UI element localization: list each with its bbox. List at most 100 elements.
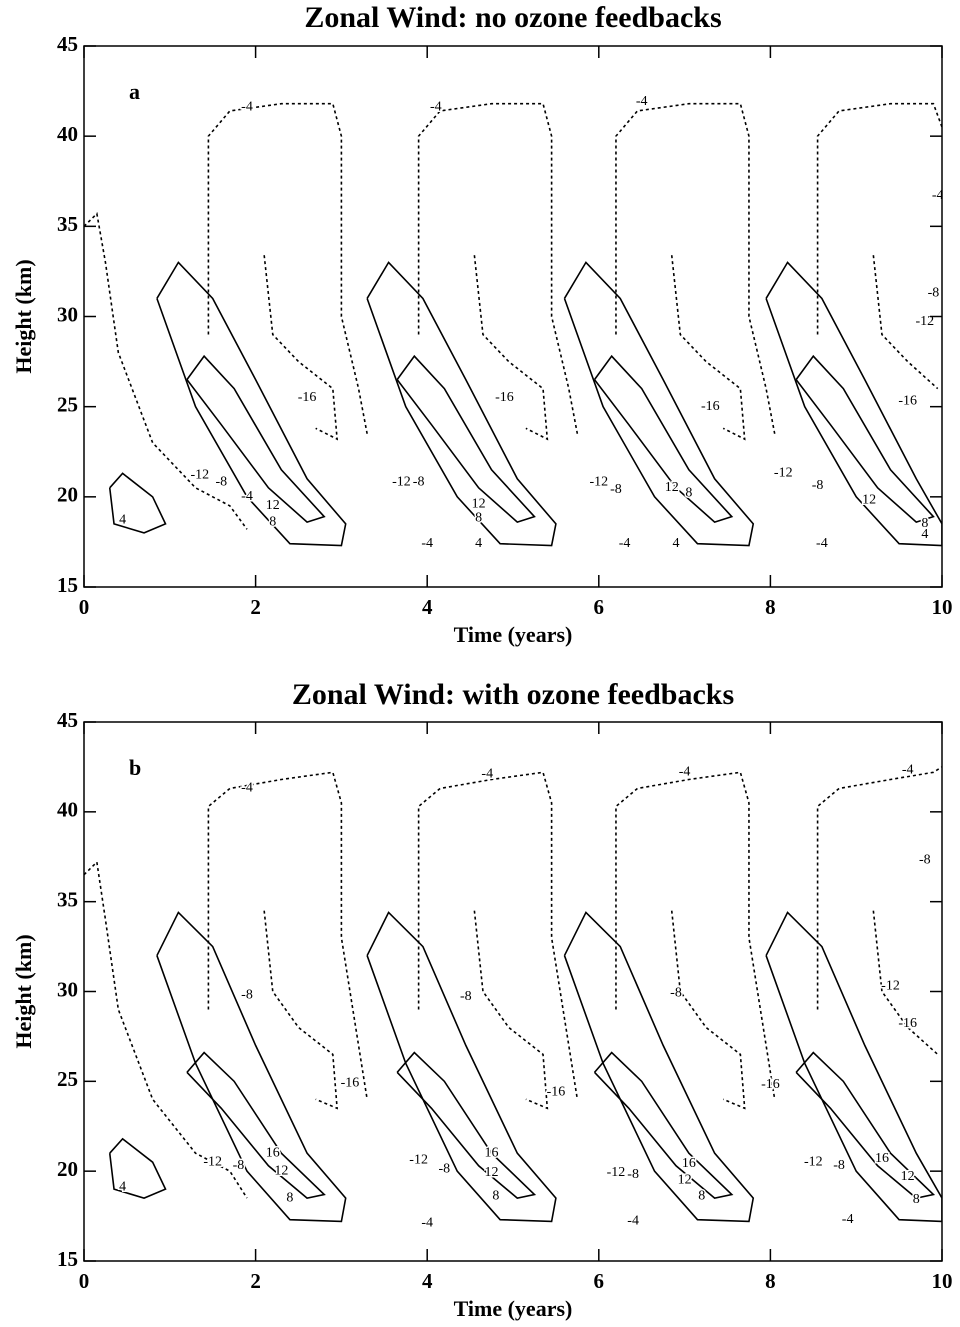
x-tick-label: 6 — [594, 1269, 605, 1293]
contour-label: -16 — [898, 393, 917, 408]
plot-frame — [83, 45, 943, 588]
contour-line — [816, 766, 942, 1010]
contour-line — [156, 911, 347, 1223]
contour-label: -4 — [481, 766, 493, 781]
contour-label: -8 — [627, 1167, 639, 1182]
x-axis-label: Time (years) — [454, 622, 573, 647]
contour-label: 8 — [921, 516, 928, 531]
contour-line — [156, 261, 347, 547]
contour-label: 12 — [472, 496, 486, 511]
contour-line — [207, 771, 368, 1100]
contour-line — [186, 1051, 326, 1199]
x-tick-label: 0 — [79, 1269, 90, 1293]
contour-label: -4 — [842, 1212, 854, 1227]
chart-title: Zonal Wind: with ozone feedbacks — [292, 678, 734, 711]
contour-label: 12 — [901, 1169, 915, 1184]
contour-line — [396, 354, 536, 523]
contour-line — [84, 212, 248, 530]
contour-label: 16 — [485, 1145, 499, 1160]
contour-line — [417, 771, 579, 1100]
x-tick-label: 4 — [422, 595, 433, 619]
x-tick-label: 0 — [79, 595, 90, 619]
contour-label: -8 — [413, 475, 425, 490]
contour-line — [765, 911, 942, 1223]
y-axis-label: Height (km) — [11, 259, 36, 373]
x-axis-label: Time (years) — [454, 1296, 573, 1321]
y-tick-label: 35 — [57, 212, 78, 236]
contour-label: -8 — [233, 1158, 245, 1173]
contour-label: 12 — [485, 1165, 499, 1180]
contour-label: -4 — [902, 763, 914, 778]
contour-line — [615, 102, 776, 434]
contour-label: -4 — [241, 489, 253, 504]
contour-label: -4 — [241, 100, 253, 115]
contour-label: -12 — [409, 1153, 428, 1168]
contour-label: 12 — [665, 480, 679, 495]
contour-line — [84, 860, 248, 1199]
contour-label: -16 — [898, 1016, 917, 1031]
y-tick-label: 15 — [57, 573, 78, 597]
contour-label: -12 — [881, 978, 900, 993]
contour-line — [795, 1051, 936, 1199]
x-tick-label: 8 — [765, 1269, 776, 1293]
y-tick-label: 25 — [57, 392, 78, 416]
contours: 4 -4 -4 -4 -4 -8 -8 -8 -8 -16 -16 -16 -16 -12 -12 -12 -1… — [84, 761, 942, 1232]
y-tick-label: 15 — [57, 1247, 78, 1271]
contour-line — [366, 261, 557, 547]
panel: Zonal Wind: no ozone feedbacks Time (year… — [11, 1, 952, 647]
contour-label: -8 — [833, 1158, 845, 1173]
panel-label: b — [129, 755, 141, 780]
contour-label: -8 — [460, 989, 472, 1004]
contour-line — [593, 1051, 734, 1199]
contours: 4-4 -4 -4-4-8-12-16 -16-16 -16-12 -8-4128-12-… — [84, 93, 944, 552]
contour-label: -4 — [430, 100, 442, 115]
y-tick-label: 30 — [57, 977, 78, 1001]
panel-label: a — [129, 79, 140, 104]
contour-label: 16 — [875, 1151, 889, 1166]
contour-label: -4 — [932, 188, 944, 203]
x-tick-label: 2 — [250, 595, 261, 619]
contour-label: -12 — [589, 475, 608, 490]
contour-label: 8 — [286, 1190, 293, 1205]
contour-label: -8 — [439, 1162, 451, 1177]
y-tick-label: 35 — [57, 887, 78, 911]
contour-label: -8 — [241, 987, 253, 1002]
x-tick-label: 6 — [594, 595, 605, 619]
contour-label: -8 — [610, 482, 622, 497]
contour-label: -8 — [215, 475, 227, 490]
contour-line — [396, 1051, 537, 1199]
y-tick-label: 40 — [57, 122, 78, 146]
contour-line — [670, 910, 746, 1110]
contour-label: -12 — [774, 466, 793, 481]
contour-label: -4 — [636, 94, 648, 109]
contour-label: -16 — [761, 1077, 780, 1092]
contour-label: -8 — [928, 285, 940, 300]
contour-line — [593, 354, 734, 523]
contour-line — [417, 102, 579, 434]
contour-line — [872, 910, 939, 1055]
contour-label: 16 — [266, 1145, 280, 1160]
x-tick-label: 10 — [932, 595, 953, 619]
contour-line — [207, 102, 368, 434]
contour-label: 12 — [266, 498, 280, 513]
contour-label: -4 — [241, 781, 253, 796]
contour-label: 4 — [119, 1180, 126, 1195]
contour-label: 12 — [862, 493, 876, 508]
contour-label: -16 — [701, 399, 720, 414]
contour-label: -4 — [421, 536, 433, 551]
x-tick-label: 2 — [250, 1269, 261, 1293]
contour-line — [872, 255, 939, 390]
x-tick-label: 10 — [932, 1269, 953, 1293]
contour-line — [563, 911, 755, 1223]
contour-line — [108, 1137, 167, 1199]
contour-label: 4 — [475, 536, 482, 551]
contour-label: -12 — [203, 1154, 222, 1169]
contour-label: 8 — [685, 485, 692, 500]
contour-label: -4 — [421, 1215, 433, 1230]
chart-title: Zonal Wind: no ozone feedbacks — [304, 1, 721, 34]
contour-line — [615, 771, 776, 1100]
panel: Zonal Wind: with ozone feedbacks Time (ye… — [11, 678, 952, 1321]
contour-line — [108, 472, 167, 534]
contour-label: 12 — [274, 1163, 288, 1178]
